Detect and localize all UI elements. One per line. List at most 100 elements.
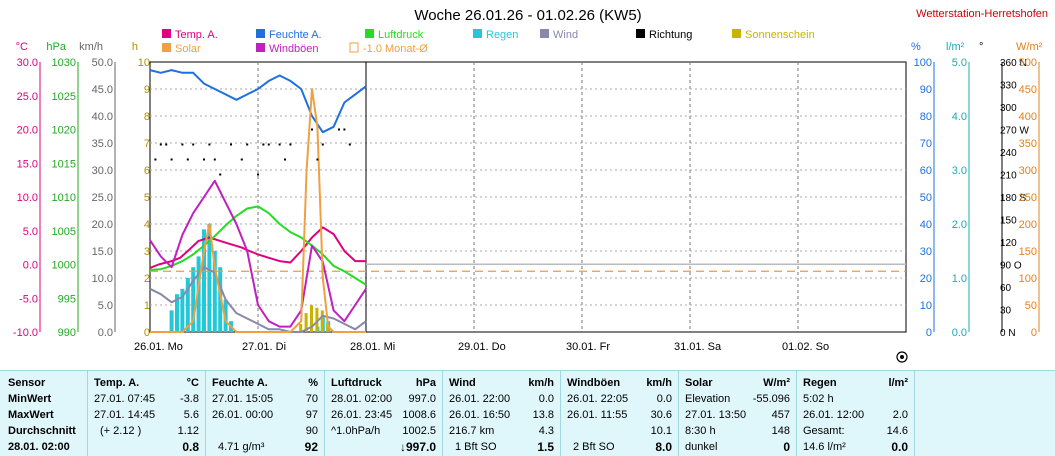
left-axis-tick: 0.0: [23, 260, 38, 272]
axes: °C30.025.020.015.010.05.00.0-5.0-10.0hPa…: [13, 41, 1043, 339]
rain-bar: [185, 278, 190, 332]
right-axis-tick: 20: [920, 273, 932, 285]
feuchte-header: Feuchte A.: [212, 377, 268, 389]
boeen-avg-value: 10.1: [650, 425, 672, 437]
left-axis-tick: 25.0: [17, 91, 38, 103]
right-axis-tick: 60: [1000, 283, 1012, 294]
feuchte-max-time: 26.01. 00:00: [212, 409, 274, 421]
regen-avg-extra: Gesamt:: [803, 425, 845, 437]
feuchte-unit: %: [308, 377, 318, 389]
wind-max-time: 26.01. 16:50: [449, 409, 511, 421]
rain-bar: [212, 251, 217, 332]
left-axis-tick: 50.0: [92, 57, 113, 69]
boeen-header: Windböen: [567, 377, 621, 389]
direction-point: [208, 143, 211, 146]
legend-label: Temp. A.: [175, 29, 218, 41]
legend-label: Solar: [175, 43, 201, 55]
left-axis-tick: 990: [58, 327, 76, 339]
rain-bar: [175, 294, 179, 332]
rain-bar: [218, 267, 223, 332]
sunshine-bar: [299, 323, 303, 332]
right-axis-unit: °: [979, 41, 983, 53]
left-axis-tick: 20.0: [92, 219, 113, 231]
left-axis-tick: 2: [144, 273, 150, 285]
solar-max-value: 457: [771, 409, 790, 421]
temp-max-value: 5.6: [183, 409, 199, 421]
day-label: 26.01. Mo: [134, 341, 183, 353]
wind-min-time: 26.01. 22:00: [449, 393, 511, 405]
left-axis-unit: h: [132, 41, 138, 53]
right-axis-tick: 500: [1019, 57, 1037, 69]
legend-label: Wind: [553, 29, 578, 41]
right-axis-tick: 50: [1025, 300, 1037, 312]
direction-point: [213, 158, 216, 161]
legend-swatch: [256, 43, 265, 52]
left-axis-unit: hPa: [46, 41, 66, 53]
chart-title: Woche 26.01.26 - 01.02.26 (KW5): [414, 7, 641, 24]
direction-point: [278, 143, 281, 146]
druck-avg-extra: ^1.0hPa/h: [331, 425, 381, 437]
series-line-wind: [149, 266, 367, 333]
left-axis-tick: 5: [144, 192, 150, 204]
sensor-header: Sensor: [8, 377, 46, 389]
legend-label: Windböen: [269, 43, 319, 55]
wind-now-extra: 1 Bft SO: [455, 441, 497, 453]
temp-avg-value: 1.12: [177, 425, 199, 437]
series-line-windb-en: [149, 179, 367, 328]
direction-point: [159, 143, 162, 146]
plot-frame: [149, 61, 907, 333]
col-luftdruck: Luftdruck hPa 28.01. 02:00 997.0 26.01. 23…: [324, 371, 442, 456]
regen-max-value: 2.0: [892, 409, 908, 421]
right-axis-tick: 90 O: [1000, 261, 1022, 272]
left-axis-tick: 20.0: [17, 125, 38, 137]
direction-point: [343, 128, 346, 131]
left-axis-tick: 30.0: [17, 57, 38, 69]
label-max: MaxWert: [8, 409, 54, 421]
legend-swatch: [473, 29, 482, 38]
sunshine-bar: [304, 313, 308, 332]
rain-bar: [207, 224, 212, 332]
druck-unit: hPa: [415, 377, 436, 389]
col-temp: Temp. A. °C 27.01. 07:45 -3.8 27.01. 14:45…: [87, 371, 205, 456]
solar-unit: W/m²: [763, 377, 790, 389]
left-axis-tick: 10.0: [17, 192, 38, 204]
right-axis-tick: 60: [920, 165, 932, 177]
left-axis-tick: 8: [144, 111, 150, 123]
legend: Temp. A. Feuchte A. Luftdruck Regen Wind Rich…: [162, 29, 815, 55]
rain-bar: [191, 267, 196, 332]
sunshine-bar: [315, 307, 319, 332]
feuchte-avg-value: 90: [305, 425, 318, 437]
regen-unit: l/m²: [888, 377, 908, 389]
right-axis-tick: 300: [1000, 103, 1017, 114]
legend-swatch: [732, 29, 741, 38]
right-axis-tick: 0: [926, 327, 932, 339]
boeen-unit: km/h: [646, 377, 672, 389]
rain-bar: [196, 256, 201, 332]
label-avg: Durchschnitt: [8, 425, 76, 437]
wind-min-value: 0.0: [538, 393, 554, 405]
druck-min-time: 28.01. 02:00: [331, 393, 393, 405]
right-axis-tick: 250: [1019, 192, 1037, 204]
regen-header: Regen: [803, 377, 837, 389]
wind-max-value: 13.8: [532, 409, 554, 421]
legend-swatch: [162, 43, 171, 52]
direction-point: [338, 128, 340, 131]
col-regen: Regen l/m² 5:02 h 26.01. 12:00 2.0 Gesamt:…: [796, 371, 914, 456]
right-axis-tick: 150: [1000, 216, 1017, 227]
left-axis-tick: 5.0: [98, 300, 113, 312]
right-axis-tick: 360 N: [1000, 58, 1027, 69]
right-axis-tick: 10: [920, 300, 932, 312]
left-axis-tick: 40.0: [92, 111, 113, 123]
temp-header: Temp. A.: [94, 377, 140, 389]
rain-bar: [223, 299, 228, 332]
day-label: 01.02. So: [782, 341, 829, 353]
col-empty: [914, 371, 1055, 456]
legend-label: Luftdruck: [378, 29, 424, 41]
left-axis-tick: 25.0: [92, 192, 113, 204]
direction-point: [348, 143, 351, 146]
left-axis-tick: 10: [138, 57, 150, 69]
label-now: 28.01. 02:00: [8, 441, 70, 453]
druck-header: Luftdruck: [331, 377, 382, 389]
direction-point: [230, 143, 232, 146]
direction-point: [321, 143, 324, 146]
